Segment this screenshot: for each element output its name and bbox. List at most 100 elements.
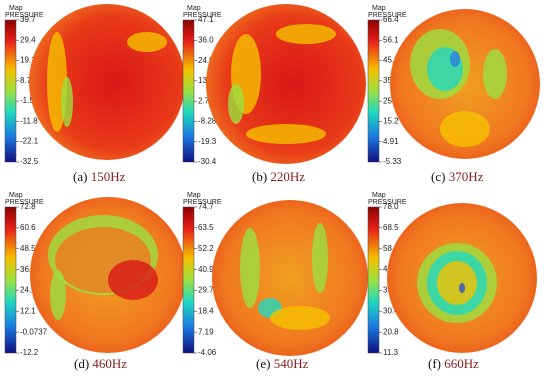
- tick-label: 30.4: [383, 306, 399, 315]
- map-patch: [228, 84, 244, 124]
- colorbar: [367, 206, 380, 354]
- caption: (d) 460Hz: [74, 356, 127, 371]
- colorbar: [367, 19, 380, 163]
- caption: (a) 150Hz: [73, 169, 126, 184]
- map-patch: [270, 306, 330, 330]
- map-patches: [240, 223, 330, 330]
- tick-label: 29.4: [20, 35, 36, 44]
- tick-label: 25.4: [383, 96, 399, 105]
- colorbar-title: Map: [372, 5, 386, 12]
- map-patch: [108, 260, 158, 300]
- map-patch: [276, 24, 336, 44]
- caption-label: (b): [252, 169, 267, 184]
- colorbar: [4, 19, 17, 163]
- colorbar: [182, 206, 195, 354]
- tick-label: 39.7: [20, 15, 36, 24]
- colorbar-subtitle: PRESSURE: [183, 199, 222, 206]
- tick-label: 2.79: [198, 96, 214, 105]
- map-patches: [410, 29, 507, 147]
- map-patch: [61, 77, 73, 127]
- tick-label: 58.9: [383, 244, 399, 253]
- tick-label: 24.9: [198, 56, 214, 65]
- tick-label: 56.1: [383, 35, 399, 44]
- caption-frequency: 460Hz: [92, 356, 127, 371]
- caption: (b) 220Hz: [252, 169, 305, 184]
- tick-label: 36.0: [198, 35, 214, 44]
- colorbar-title: Map: [187, 5, 201, 12]
- panel: MapPRESSURE66.456.145.935.725.415.24.91-…: [367, 5, 540, 184]
- tick-label: -4.06: [198, 348, 217, 357]
- tick-label: 11.3: [383, 348, 399, 357]
- colorbar: [182, 19, 195, 163]
- map-patch: [127, 32, 167, 52]
- tick-label: 15.2: [383, 116, 399, 125]
- caption-frequency: 220Hz: [270, 169, 305, 184]
- colorbar-title: Map: [9, 5, 23, 12]
- map-patches: [417, 243, 497, 323]
- tick-label: 18.4: [198, 306, 214, 315]
- tick-label: -30.4: [198, 157, 217, 166]
- colorbar-subtitle: PRESSURE: [368, 199, 407, 206]
- caption-label: (d): [74, 356, 89, 371]
- tick-label: -12.2: [20, 348, 39, 357]
- tick-label: 36.3: [20, 265, 36, 274]
- colorbar-title: Map: [187, 192, 201, 199]
- pressure-map: [212, 200, 368, 356]
- caption: (f) 660Hz: [428, 356, 479, 371]
- colorbar-title: Map: [9, 192, 23, 199]
- caption-label: (c): [431, 169, 445, 184]
- tick-label: 47.1: [198, 15, 214, 24]
- map-patch: [483, 49, 507, 99]
- tick-label: 63.5: [198, 223, 214, 232]
- map-patch: [240, 228, 260, 308]
- caption-label: (a): [73, 169, 87, 184]
- tick-label: 68.5: [383, 223, 399, 232]
- tick-label: 4.91: [383, 137, 399, 146]
- tick-label: -22.1: [20, 137, 39, 146]
- caption-frequency: 150Hz: [91, 169, 126, 184]
- colorbar-subtitle: PRESSURE: [183, 12, 222, 19]
- map-patch: [450, 51, 460, 67]
- tick-label: 29.7: [198, 286, 214, 295]
- colorbar-subtitle: PRESSURE: [5, 199, 44, 206]
- caption-frequency: 660Hz: [444, 356, 479, 371]
- tick-label: 24.2: [20, 286, 36, 295]
- panel: MapPRESSURE78.068.558.949.439.930.420.81…: [367, 192, 537, 371]
- tick-label: 20.8: [383, 327, 399, 336]
- map-patch: [246, 124, 326, 144]
- tick-label: 74.7: [198, 202, 214, 211]
- map-patches: [47, 32, 167, 132]
- tick-label: 78.0: [383, 202, 399, 211]
- map-patch: [440, 111, 490, 147]
- tick-label: -19.3: [198, 137, 217, 146]
- tick-label: -8.28: [198, 117, 217, 126]
- tick-label: 45.9: [383, 56, 399, 65]
- tick-label: 72.8: [20, 202, 36, 211]
- tick-label: 13.9: [198, 76, 214, 85]
- caption: (c) 370Hz: [431, 169, 484, 184]
- tick-label: 19.1: [20, 56, 36, 65]
- colorbar-subtitle: PRESSURE: [368, 12, 407, 19]
- tick-label: 60.6: [20, 223, 36, 232]
- colorbar-title: Map: [372, 192, 386, 199]
- caption: (e) 540Hz: [256, 356, 309, 371]
- tick-label: 12.1: [20, 306, 36, 315]
- colorbar: [4, 206, 17, 354]
- tick-label: 40.9: [198, 265, 214, 274]
- tick-label: -11.8: [20, 116, 38, 125]
- tick-label: -0.0737: [20, 327, 48, 336]
- tick-label: -32.5: [20, 157, 39, 166]
- tick-label: 8.77: [20, 76, 36, 85]
- caption-label: (f): [428, 356, 441, 371]
- tick-label: 66.4: [383, 15, 399, 24]
- tick-label: -1.53: [20, 96, 39, 105]
- caption-frequency: 540Hz: [274, 356, 309, 371]
- map-patch: [50, 270, 66, 320]
- caption-label: (e): [256, 356, 270, 371]
- caption-frequency: 370Hz: [449, 169, 484, 184]
